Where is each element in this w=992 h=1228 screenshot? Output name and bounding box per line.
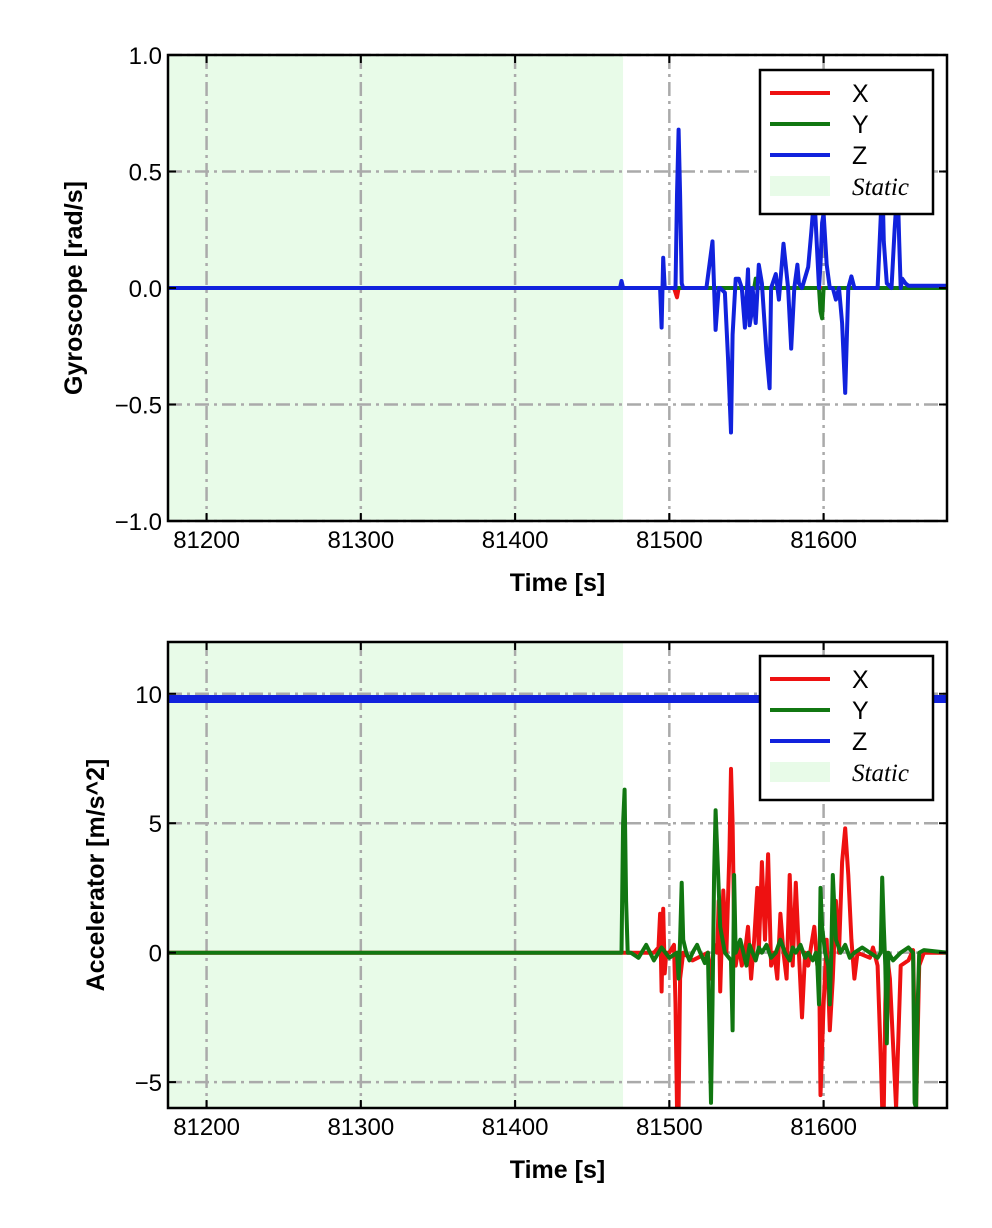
gyroscope-legend-label-x: X	[852, 80, 869, 108]
accelerator-x-axis-label: Time [s]	[510, 1156, 605, 1184]
gyroscope-legend-label-static: Static	[852, 174, 909, 201]
gyroscope-x-tick-label-81600: 81600	[790, 527, 857, 554]
gyroscope-y-axis-label: Gyroscope [rad/s]	[60, 181, 88, 395]
accelerator-series-y	[168, 787, 947, 1108]
accelerator-x-tick-label-81300: 81300	[327, 1114, 394, 1141]
gyroscope-legend-swatch-static	[770, 176, 830, 196]
gyroscope-legend-label-z: Z	[852, 142, 867, 170]
gyroscope-y-tick-label-4: 1.0	[129, 43, 162, 70]
accelerator-axes-frame	[166, 640, 949, 1110]
gyroscope-x-tick-label-81400: 81400	[482, 527, 549, 554]
accelerator-y-tick-label-1: 0	[149, 941, 162, 968]
accelerator-x-tick-label-81500: 81500	[636, 1114, 703, 1141]
accelerator-series-x	[168, 766, 947, 1108]
accelerator-static-region	[168, 642, 624, 1108]
accelerator-y-tick-label-0: −5	[135, 1070, 162, 1097]
gyroscope-x-tick-label-81200: 81200	[173, 527, 240, 554]
gyroscope-legend-label-y: Y	[852, 111, 869, 139]
gyroscope-x-tick-label-81300: 81300	[327, 527, 394, 554]
accelerator-legend-label-static: Static	[852, 760, 909, 787]
accelerator-y-tick-label-2: 5	[149, 811, 162, 838]
accelerator-legend: XYZ Static	[758, 654, 935, 802]
gyroscope-y-tick-label-3: 0.5	[129, 160, 162, 187]
gyroscope-series-group	[168, 127, 947, 435]
gyroscope-x-axis-label: Time [s]	[510, 569, 605, 597]
accelerator-legend-label-z: Z	[852, 728, 867, 756]
gyroscope-x-tick-label-81500: 81500	[636, 527, 703, 554]
accelerator-legend-swatch-static	[770, 762, 830, 782]
gyroscope-chart: 81200 81300 81400 81500 81600 −1.0 −0.5 0.0 0.5 1…	[60, 43, 949, 597]
accelerator-chart: 81200 81300 81400 81500 81600 −5 0 5 10 Time [s] A…	[82, 640, 949, 1184]
gyroscope-y-tick-label-2: 0.0	[129, 276, 162, 303]
accelerator-x-tick-label-81600: 81600	[790, 1114, 857, 1141]
gyroscope-series-z	[168, 127, 947, 435]
accelerator-x-tick-label-81400: 81400	[482, 1114, 549, 1141]
accelerator-legend-label-x: X	[852, 666, 869, 694]
gyroscope-legend: XYZ Static	[758, 68, 935, 216]
gyroscope-y-tick-label-0: −1.0	[115, 509, 162, 536]
accelerator-x-tick-label-81200: 81200	[173, 1114, 240, 1141]
gyroscope-y-tick-label-1: −0.5	[115, 393, 162, 420]
accelerator-y-axis-label: Accelerator [m/s^2]	[82, 759, 110, 992]
accelerator-y-tick-label-3: 10	[135, 682, 162, 709]
accelerator-legend-label-y: Y	[852, 697, 869, 725]
